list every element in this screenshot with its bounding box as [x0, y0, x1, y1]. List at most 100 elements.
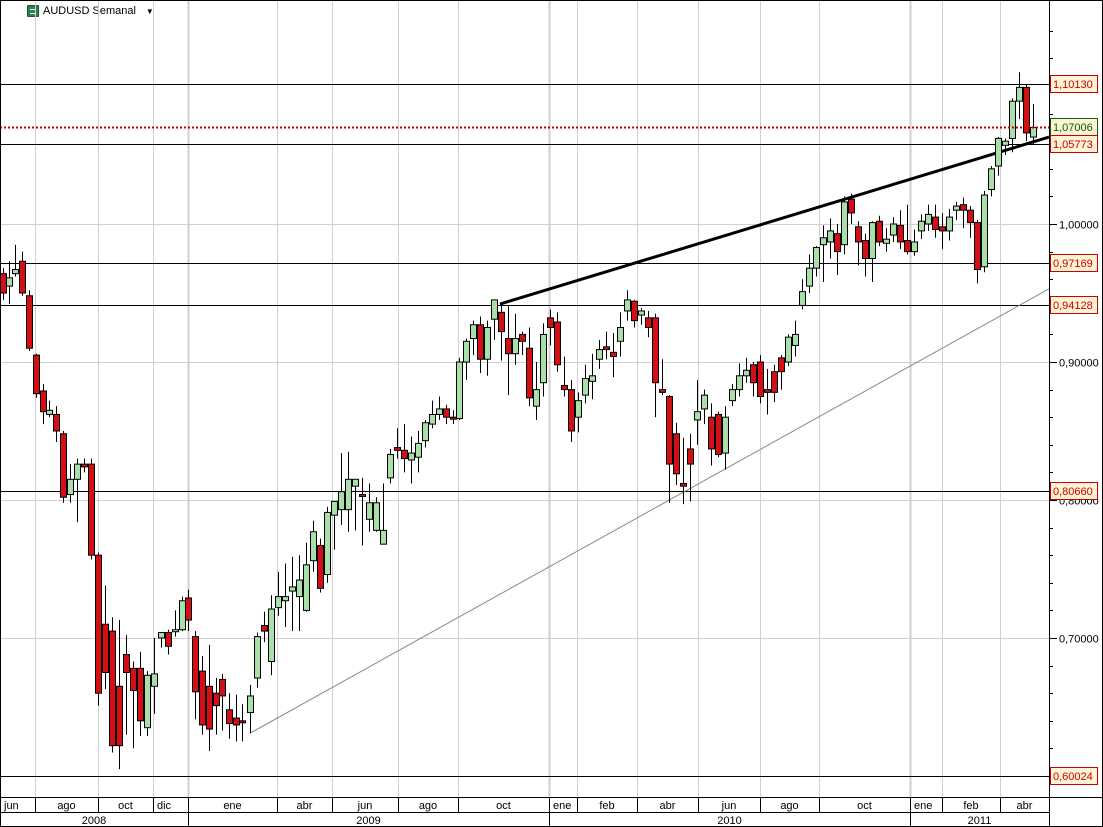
candle	[317, 538, 324, 593]
candle	[554, 312, 561, 372]
candle	[401, 424, 408, 473]
month-label: abr	[660, 800, 676, 812]
candle	[547, 309, 554, 346]
horizontal-levels	[0, 84, 1049, 777]
candle	[568, 379, 575, 443]
candle	[757, 355, 764, 404]
candle	[911, 229, 918, 256]
candles	[0, 72, 1037, 770]
candle	[95, 552, 102, 706]
candle	[918, 214, 925, 240]
month-label: dic	[157, 800, 172, 812]
candle	[526, 327, 533, 407]
candle	[687, 433, 694, 502]
candle	[673, 422, 680, 485]
candle	[185, 589, 192, 632]
candle	[53, 406, 60, 443]
candle	[1002, 138, 1009, 155]
candle	[561, 356, 568, 397]
candle	[1009, 98, 1016, 153]
candle	[275, 571, 282, 616]
candle	[876, 215, 883, 247]
candle	[450, 410, 457, 425]
candle	[715, 411, 722, 458]
price-level-label: 0,80660	[1053, 486, 1093, 498]
candle	[603, 331, 610, 360]
candle	[380, 483, 387, 545]
candle	[422, 419, 429, 448]
candle	[261, 611, 268, 643]
month-label: ene	[223, 800, 241, 812]
candle	[750, 362, 757, 397]
candle	[820, 225, 827, 282]
price-level-badge	[1050, 135, 1098, 153]
candle	[806, 254, 813, 293]
candle	[484, 320, 491, 376]
candle	[26, 290, 33, 351]
price-tick-label: 0,90000	[1059, 358, 1099, 370]
candle	[165, 629, 172, 655]
candle	[1023, 84, 1030, 142]
candle	[74, 458, 81, 523]
candle	[785, 334, 792, 367]
candle	[736, 363, 743, 397]
candle	[610, 333, 617, 378]
candle	[226, 693, 233, 739]
candle	[897, 210, 904, 249]
month-label: jun	[3, 800, 19, 812]
price-axis[interactable]: 1,000000,900000,800000,700001,101301,070…	[1049, 0, 1103, 827]
price-level-label: 0,97169	[1053, 258, 1093, 270]
candle	[981, 190, 988, 273]
candle	[144, 671, 151, 736]
month-label: ene	[553, 800, 571, 812]
candle	[456, 357, 463, 420]
candle	[855, 221, 862, 266]
candle	[533, 362, 540, 420]
candle	[967, 206, 974, 238]
candle	[946, 208, 953, 241]
year-label: 2011	[968, 815, 992, 827]
candle	[296, 555, 303, 632]
price-level-badge	[1050, 767, 1098, 785]
candle	[67, 464, 74, 503]
candle	[338, 453, 345, 525]
candle	[463, 338, 470, 380]
candle	[834, 224, 841, 276]
candle	[192, 631, 199, 720]
candle	[310, 520, 317, 572]
candle	[904, 204, 911, 255]
caret-down-icon[interactable]: ▼	[145, 6, 154, 16]
candle	[40, 384, 47, 425]
time-axis[interactable]: jun ago oct dic ene abr jun ago oct ene feb abr jun a…	[0, 797, 1103, 827]
candle	[925, 204, 932, 231]
candle	[247, 684, 254, 734]
candle	[519, 331, 526, 356]
candle	[953, 201, 960, 220]
candle	[862, 233, 869, 277]
candle	[268, 595, 275, 676]
candle	[6, 261, 13, 305]
price-tick-label: 0,70000	[1059, 634, 1099, 646]
candle	[974, 219, 981, 284]
candle	[890, 217, 897, 242]
candle	[792, 320, 799, 357]
month-label: abr	[297, 800, 313, 812]
price-level-badge	[1050, 254, 1098, 272]
candle	[352, 478, 359, 531]
trendlines	[249, 135, 1050, 734]
month-label: feb	[963, 800, 978, 812]
candle	[869, 221, 876, 282]
candle	[995, 137, 1002, 176]
price-level-label: 1,05773	[1053, 139, 1093, 151]
month-label: oct	[118, 800, 133, 812]
candle	[443, 404, 450, 425]
candle	[116, 620, 123, 770]
candle	[1016, 72, 1023, 120]
candle	[589, 353, 596, 400]
candle	[12, 244, 19, 277]
candle	[638, 308, 645, 325]
month-label: ago	[780, 800, 798, 812]
candle	[415, 431, 422, 473]
